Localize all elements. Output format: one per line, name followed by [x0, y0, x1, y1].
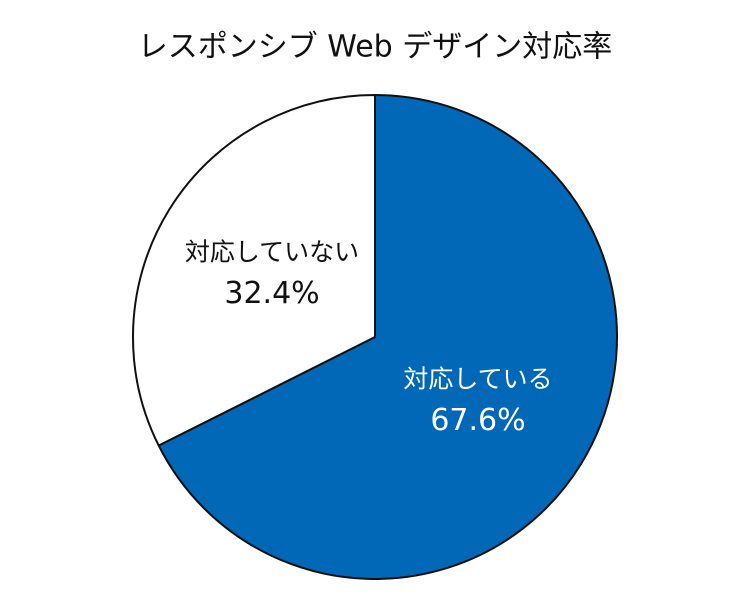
slice-label: 対応している: [403, 365, 552, 394]
chart-title: レスポンシブ Web デザイン対応率: [138, 30, 612, 65]
slice-value-label: 67.6%: [430, 403, 525, 438]
pie-slice: [157, 94, 618, 580]
pie-slice: [132, 94, 376, 447]
slice-label: 対応していない: [185, 237, 359, 266]
slice-value-label: 32.4%: [224, 276, 319, 311]
